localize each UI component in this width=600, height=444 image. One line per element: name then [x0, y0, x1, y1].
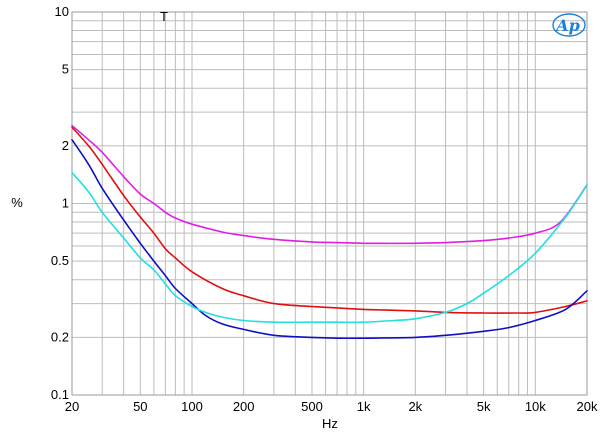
series-layer — [71, 124, 588, 340]
y-tick-label: 2 — [62, 138, 69, 153]
series-line-2 — [71, 126, 588, 314]
x-axis-title: Hz — [322, 416, 338, 431]
plot-border — [71, 11, 588, 396]
y-tick-label: 0.1 — [51, 387, 69, 402]
y-tick-label: 5 — [62, 62, 69, 77]
x-tick-label: 100 — [181, 399, 203, 414]
series-line-4 — [71, 171, 588, 324]
x-tick-label: 20k — [577, 399, 598, 414]
x-tick-label: 50 — [133, 399, 147, 414]
x-tick-label: 5k — [477, 399, 491, 414]
y-tick-label: 0.2 — [51, 329, 69, 344]
y-tick-label: 0.5 — [51, 253, 69, 268]
x-tick-label: 1k — [357, 399, 371, 414]
x-tick-label: 2k — [408, 399, 422, 414]
y-tick-label: 10 — [55, 4, 69, 19]
x-tick-label: 500 — [301, 399, 323, 414]
x-tick-label: 10k — [525, 399, 546, 414]
ap-logo: Ap — [552, 13, 586, 37]
ap-logo-text: Ap — [554, 16, 580, 35]
y-axis-title: % — [11, 195, 23, 210]
x-tick-label: 20 — [65, 399, 79, 414]
y-tick-label: 1 — [62, 196, 69, 211]
grid-layer — [71, 11, 588, 396]
x-tick-label: 200 — [233, 399, 255, 414]
series-line-1 — [71, 124, 588, 245]
label-layer: 20 50 100 200 500 1k 2k 5k 10k 20k 10 5 2 1 0.5 0.2 0.1 — [51, 4, 598, 414]
series-line-3 — [71, 139, 588, 340]
marker-t: T — [160, 9, 168, 24]
